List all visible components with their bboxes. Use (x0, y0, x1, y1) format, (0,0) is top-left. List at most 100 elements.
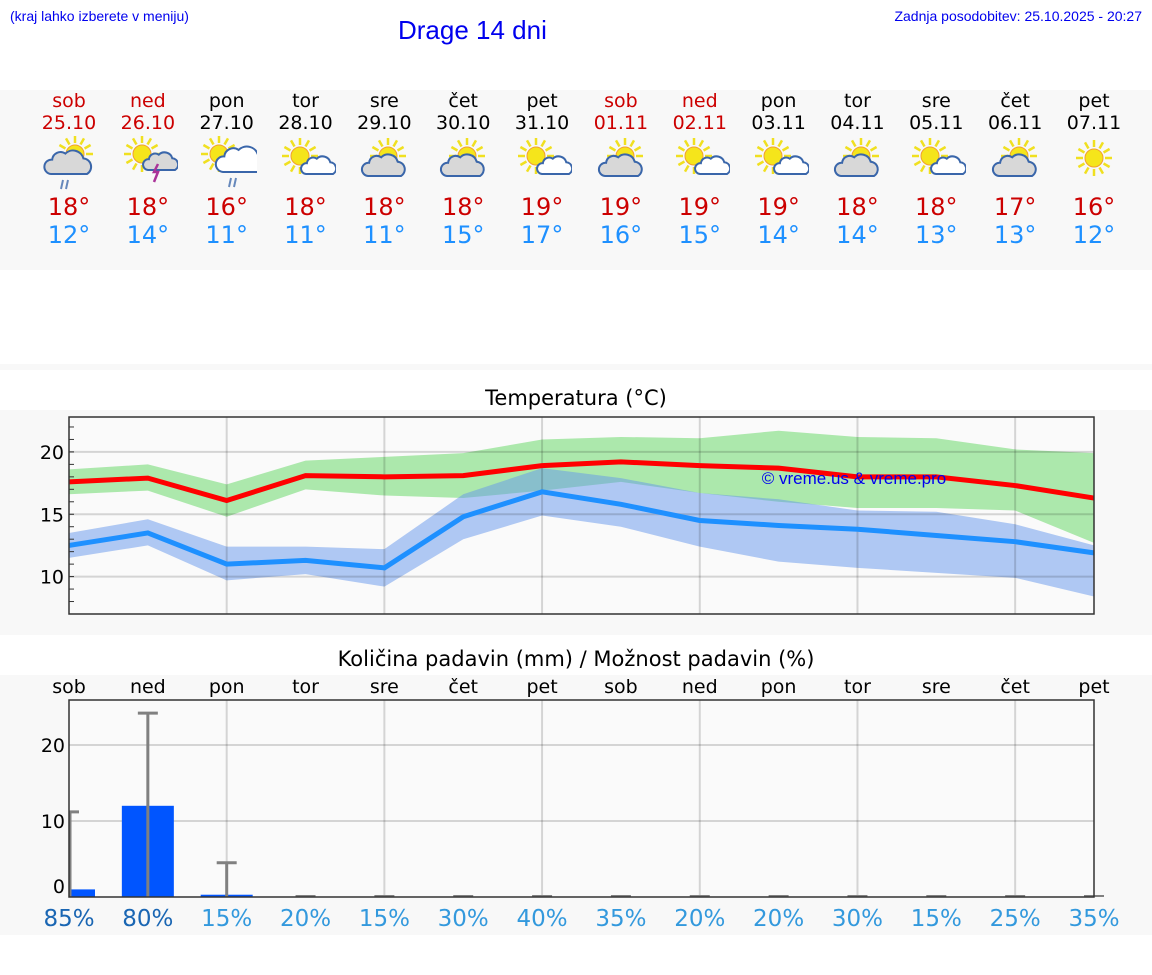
x-category-label: ned (682, 676, 718, 698)
min-temp: 11° (205, 221, 248, 249)
sun-ray (283, 160, 291, 167)
sun-ray (683, 164, 690, 173)
precip-probability: 35% (1068, 906, 1119, 932)
y-tick-label: 10 (40, 567, 64, 589)
sun-ray (781, 145, 789, 152)
day-name: tor (844, 90, 871, 112)
sun-ray (1102, 147, 1111, 154)
day-name: čet (1000, 90, 1030, 112)
sun-gray-cloud-icon (433, 136, 493, 192)
day-forecast: pon 27.10 16° 11° (187, 90, 268, 249)
sun-ray (457, 139, 463, 148)
sun-ray (519, 145, 528, 152)
sun-ray (150, 143, 159, 150)
sun-ray (64, 137, 71, 146)
precip-probability: 40% (517, 906, 568, 932)
max-temp: 18° (284, 193, 327, 221)
x-category-label: ned (130, 676, 166, 698)
cloud-shape (536, 155, 574, 175)
sun-gray-cloud-icon (354, 136, 414, 192)
cloud-shape (693, 155, 731, 175)
sun-disc (684, 146, 704, 166)
max-temp: 18° (126, 193, 170, 221)
sun-ray (208, 162, 215, 171)
cloud-shape (299, 155, 337, 175)
sun-ray (378, 139, 384, 148)
sun-disc (290, 146, 310, 166)
region-hint: (kraj lahko izberete v meniju) (10, 8, 189, 24)
day-forecast: sob 25.10 18° 12° (29, 90, 109, 249)
sun-ray (629, 139, 636, 148)
sun-gray-cloud-icon (591, 136, 651, 192)
day-name: pon (760, 90, 797, 112)
day-name: sob (604, 90, 638, 112)
sun-ray (777, 139, 783, 148)
sun-small-cloud-icon (906, 136, 968, 192)
precipitation-chart-title: Količina padavin (mm) / Možnost padavin … (337, 647, 815, 671)
sun-small-cloud-icon (670, 136, 731, 192)
max-temp: 18° (836, 193, 879, 221)
sun-gray-cloud-icon (985, 136, 1045, 192)
day-name: sre (369, 90, 399, 112)
sun-ray (79, 137, 86, 146)
sun-ray (851, 139, 858, 148)
day-forecast: pet 31.10 19° 17° (502, 90, 582, 249)
divider (0, 364, 1152, 370)
precip-probability: 30% (438, 906, 489, 932)
day-date: 25.10 (41, 112, 97, 134)
sun-ray (227, 143, 235, 150)
sun-ray (698, 139, 704, 148)
daily-forecast-strip: sob 25.10 18° 12° ned 26.10 18° 14° pon 27… (0, 90, 1152, 270)
precip-probability: 20% (280, 906, 331, 932)
sun-ray (914, 145, 922, 152)
cloud-shape (440, 153, 485, 177)
sun-ray (476, 145, 484, 152)
day-name: ned (129, 90, 166, 112)
sun-ray (614, 139, 621, 148)
temperature-chart-title: Temperatura (°C) (485, 386, 667, 410)
precip-probability: 80% (122, 906, 173, 932)
max-temp-range-band (69, 430, 1094, 543)
cloud-shape (992, 153, 1037, 177)
precip-probability: 15% (911, 906, 962, 932)
sun-ray (125, 158, 133, 165)
day-date: 04.11 (830, 112, 885, 134)
precip-probability: 30% (832, 906, 883, 932)
sun-ray (1023, 139, 1030, 148)
min-temp: 15° (441, 221, 485, 249)
sun-ray (544, 145, 553, 152)
max-temp: 16° (205, 193, 248, 221)
sun-ray (1083, 141, 1090, 150)
day-name: sob (52, 90, 86, 112)
day-date: 05.11 (909, 112, 964, 134)
sun-small-cloud-icon (512, 136, 574, 192)
cloud-shape (834, 153, 880, 177)
cloudy-sun-rain-icon (39, 136, 99, 192)
sun-ray (540, 139, 547, 148)
x-category-label: pet (1078, 676, 1109, 698)
max-temp: 19° (678, 193, 722, 221)
x-category-label: sob (52, 676, 86, 698)
sun-ray (608, 145, 617, 152)
cloud-shape (930, 155, 968, 175)
y-tick-label: 10 (41, 811, 65, 833)
sun-ray (451, 145, 459, 152)
sun-ray (131, 162, 138, 171)
sun-ray (303, 139, 310, 148)
plot-frame (68, 699, 1095, 898)
day-date: 29.10 (357, 112, 412, 134)
x-category-label: sob (604, 676, 638, 698)
lightning (151, 163, 160, 183)
sun-icon (1064, 136, 1124, 192)
day-date: 26.10 (120, 112, 176, 134)
sun-cloud-rain-icon (197, 136, 268, 192)
y-tick-label: 0 (53, 876, 65, 898)
day-forecast: tor 28.10 18° 11° (266, 90, 346, 249)
cloud-shape (597, 153, 643, 177)
cloud-shape (361, 153, 407, 177)
y-tick-label: 15 (40, 504, 64, 526)
sun-ray (934, 139, 941, 148)
day-forecast: čet 30.10 18° 15° (423, 90, 503, 249)
sun-ray (519, 160, 528, 167)
